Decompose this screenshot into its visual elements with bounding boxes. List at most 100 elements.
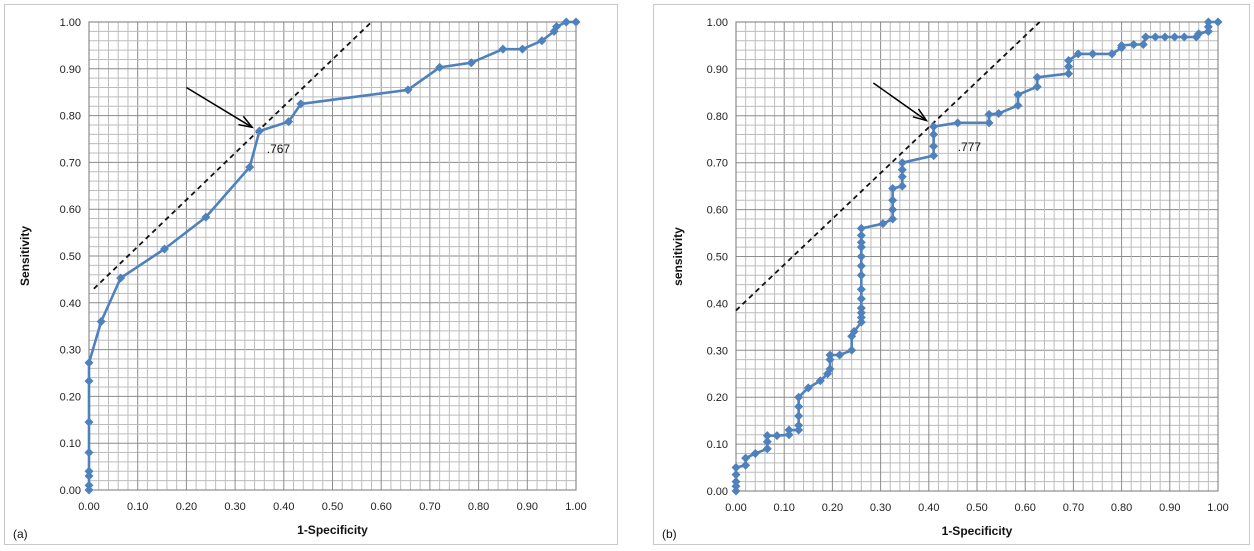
x-tick-label: 0.60 [370, 501, 391, 513]
x-tick-label: 1.00 [565, 501, 586, 513]
roc-point-marker [96, 317, 106, 327]
y-tick-label: 1.00 [60, 17, 81, 29]
y-tick-label: 0.70 [707, 158, 728, 170]
x-tick-label: 0.90 [517, 501, 538, 513]
roc-point-marker [856, 303, 866, 313]
roc-point-marker [803, 383, 813, 393]
roc-point-marker [1138, 40, 1148, 50]
chart-a-svg: 0.00 0.10 0.20 0.30 0.40 0.50 0.60 0.70 0.80 0.90… [13, 17, 587, 541]
roc-point-marker [897, 181, 907, 191]
roc-point-marker [897, 158, 907, 168]
plot-area-border [88, 21, 577, 491]
roc-point-marker [762, 437, 772, 447]
roc-point-marker [794, 411, 804, 421]
roc-point-marker [856, 317, 866, 327]
roc-point-marker [856, 312, 866, 322]
roc-point-marker [1203, 22, 1213, 32]
y-tick-label: 0.20 [707, 392, 728, 404]
roc-point-marker [984, 118, 994, 128]
x-tick-label: 0.50 [966, 502, 987, 514]
roc-point-marker [1073, 49, 1083, 59]
roc-point-marker [953, 118, 963, 128]
y-tick-label: 0.80 [707, 111, 728, 123]
roc-point-marker [856, 261, 866, 271]
roc-point-marker [284, 117, 294, 127]
roc-point-marker [856, 237, 866, 247]
x-tick-label: 0.10 [773, 502, 794, 514]
roc-point-marker [750, 448, 760, 458]
roc-point-marker [116, 273, 126, 283]
y-tick-label: 0.00 [707, 486, 728, 498]
roc-point-marker [552, 22, 562, 32]
reference-dashed-line [93, 21, 373, 290]
x-tick-label: 0.00 [78, 501, 99, 513]
roc-point-marker [1129, 40, 1139, 50]
roc-point-marker [84, 448, 94, 458]
roc-point-marker [84, 466, 94, 476]
roc-point-marker [1191, 32, 1201, 42]
x-tick-label: 0.40 [918, 502, 939, 514]
roc-point-marker [159, 244, 169, 254]
roc-point-marker [994, 108, 1004, 118]
roc-point-marker [731, 463, 741, 473]
roc-point-marker [1213, 17, 1223, 27]
roc-point-marker [84, 358, 94, 368]
roc-point-marker [1064, 69, 1074, 79]
roc-point-marker [561, 17, 571, 27]
roc-point-marker [1064, 62, 1074, 72]
y-tick-label: 0.90 [60, 64, 81, 76]
roc-point-marker [1107, 49, 1117, 59]
roc-point-marker [201, 212, 211, 222]
x-tick-label: 0.50 [322, 501, 343, 513]
x-tick-label: 0.30 [870, 502, 891, 514]
roc-point-marker [1013, 100, 1023, 110]
arrow-shaft [186, 86, 253, 128]
y-tick-label: 0.30 [707, 345, 728, 357]
roc-point-marker [1194, 29, 1204, 39]
x-tick-label: 0.80 [1111, 502, 1132, 514]
roc-point-marker [762, 431, 772, 441]
x-tick-label: 0.60 [1014, 502, 1035, 514]
roc-point-marker [517, 44, 527, 54]
roc-point-marker [929, 130, 939, 140]
roc-point-marker [741, 460, 751, 470]
roc-point-marker [878, 219, 888, 229]
x-axis-title: 1-Specificity [297, 523, 368, 537]
y-axis-title: Sensitivity [18, 226, 32, 286]
roc-curve-line [87, 20, 576, 490]
y-tick-label: 0.60 [60, 204, 81, 216]
x-tick-label: 0.70 [419, 501, 440, 513]
arrow-head [912, 108, 929, 122]
roc-point-marker [1141, 32, 1151, 42]
roc-point-marker [856, 284, 866, 294]
panel-label: (b) [662, 527, 677, 541]
roc-point-marker [84, 376, 94, 386]
roc-point-marker [888, 183, 898, 193]
roc-point-marker [1032, 72, 1042, 82]
grid [88, 21, 577, 491]
roc-point-marker [856, 230, 866, 240]
roc-point-marker [1203, 17, 1213, 27]
roc-point-marker [856, 294, 866, 304]
roc-point-marker [815, 376, 825, 386]
roc-point-marker [1088, 49, 1098, 59]
roc-point-marker [731, 470, 741, 480]
roc-point-marker [784, 430, 794, 440]
y-tick-label: 0.20 [60, 391, 81, 403]
roc-point-marker [888, 205, 898, 215]
roc-point-marker [794, 420, 804, 430]
roc-point-marker [84, 485, 94, 495]
roc-point-marker [847, 345, 857, 355]
roc-point-marker [741, 453, 751, 463]
y-tick-label: 0.50 [60, 251, 81, 263]
roc-point-marker [84, 480, 94, 490]
x-axis-title: 1-Specificity [942, 524, 1013, 538]
x-tick-label: 0.80 [468, 501, 489, 513]
arrow-shaft [872, 82, 927, 122]
roc-point-marker [498, 44, 508, 54]
y-axis-title: sensitivity [671, 227, 685, 286]
roc-point-marker [929, 141, 939, 151]
y-tick-label: 0.30 [60, 345, 81, 357]
roc-point-marker [762, 444, 772, 454]
roc-point-marker [84, 471, 94, 481]
